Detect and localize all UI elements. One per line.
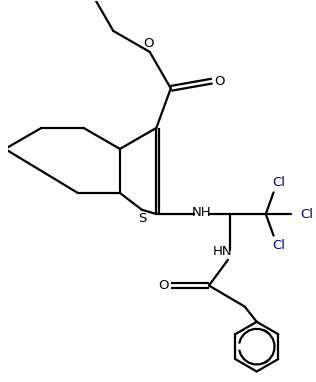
Text: Cl: Cl: [272, 176, 285, 189]
Text: O: O: [214, 74, 225, 87]
Text: O: O: [144, 37, 154, 50]
Text: Cl: Cl: [300, 207, 313, 220]
Text: O: O: [158, 279, 168, 292]
Text: HN: HN: [213, 245, 233, 258]
Text: NH: NH: [191, 206, 211, 219]
Text: Cl: Cl: [272, 239, 285, 252]
Text: S: S: [139, 212, 147, 225]
